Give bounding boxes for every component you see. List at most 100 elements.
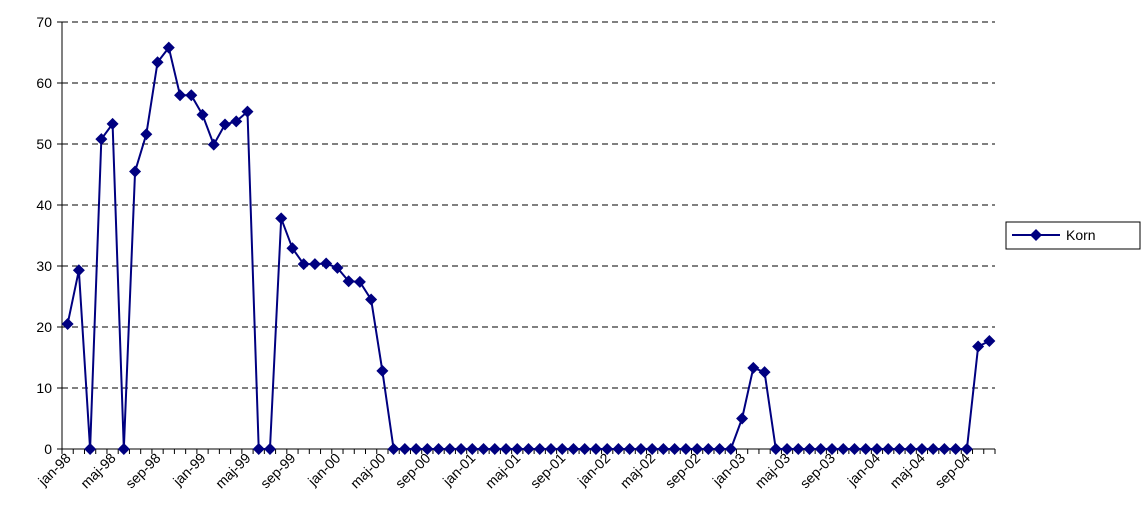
data-point	[758, 366, 771, 379]
data-point	[736, 412, 749, 425]
data-point	[477, 443, 490, 455]
data-point	[803, 443, 816, 455]
data-point	[466, 443, 479, 455]
data-point	[196, 108, 209, 121]
x-tick-label: jan-01	[439, 450, 479, 490]
data-point	[286, 242, 299, 255]
data-point	[207, 138, 220, 151]
data-point	[263, 443, 276, 455]
data-point	[432, 443, 445, 455]
legend-marker	[1030, 229, 1042, 241]
x-tick-label: sep-01	[527, 450, 569, 492]
x-tick-label: jan-98	[34, 450, 74, 490]
x-tick-label: sep-99	[257, 450, 299, 492]
data-point	[95, 133, 108, 146]
series-korn	[61, 41, 996, 455]
x-tick-label: maj-04	[886, 450, 928, 492]
data-point	[972, 340, 985, 353]
x-tick-label: maj-00	[347, 450, 389, 492]
data-point	[904, 443, 917, 455]
data-point	[769, 443, 782, 455]
y-tick-label: 30	[36, 258, 52, 274]
data-point	[870, 443, 883, 455]
data-point	[387, 443, 400, 455]
data-point	[983, 335, 996, 348]
x-tick-labels: jan-98 maj-98 sep-98 jan-99 maj-99 sep-99 jan-…	[34, 450, 973, 492]
y-tick-label: 60	[36, 75, 52, 91]
data-point	[747, 361, 760, 374]
data-point	[522, 443, 535, 455]
data-point	[410, 443, 423, 455]
data-point	[915, 443, 928, 455]
data-point	[185, 89, 198, 102]
x-tick-label: maj-01	[482, 450, 524, 492]
y-tick-labels: 0 10 20 30 40 50 60 70	[36, 14, 52, 457]
x-tick-label: sep-02	[662, 450, 704, 492]
data-point	[398, 443, 411, 455]
data-point	[848, 443, 861, 455]
data-point	[443, 443, 456, 455]
axes	[57, 21, 996, 454]
y-tick-label: 70	[36, 14, 52, 30]
data-point	[218, 118, 231, 131]
data-point	[544, 443, 557, 455]
legend-label: Korn	[1066, 227, 1096, 243]
data-point	[353, 275, 366, 288]
data-point	[129, 165, 142, 178]
x-tick-label: maj-03	[752, 450, 794, 492]
data-point	[275, 212, 288, 225]
x-tick-label: jan-04	[844, 450, 884, 490]
data-point	[949, 443, 962, 455]
data-point	[241, 105, 254, 118]
data-point	[320, 257, 333, 270]
data-point	[826, 443, 839, 455]
data-point	[814, 443, 827, 455]
data-point	[365, 293, 378, 306]
data-point	[230, 115, 243, 128]
data-point	[556, 443, 569, 455]
x-tick-label: maj-98	[77, 450, 119, 492]
data-point	[342, 275, 355, 288]
x-tick-label: sep-98	[122, 450, 164, 492]
x-tick-label: maj-02	[617, 450, 659, 492]
data-point	[634, 443, 647, 455]
x-tick-label: maj-99	[212, 450, 254, 492]
data-point	[162, 41, 175, 54]
data-point	[488, 443, 501, 455]
data-point	[893, 443, 906, 455]
data-point	[691, 443, 704, 455]
data-point	[713, 443, 726, 455]
data-point	[500, 443, 513, 455]
data-point	[297, 258, 310, 271]
legend: Korn	[1005, 221, 1141, 250]
data-point	[72, 264, 85, 277]
y-tick-label: 20	[36, 319, 52, 335]
x-tick-label: sep-03	[797, 450, 839, 492]
x-tick-label: jan-99	[169, 450, 209, 490]
y-tick-label: 50	[36, 136, 52, 152]
data-point	[455, 443, 468, 455]
data-point	[589, 443, 602, 455]
data-point	[511, 443, 524, 455]
data-point	[859, 443, 872, 455]
data-point	[927, 443, 940, 455]
data-point	[724, 443, 737, 455]
data-point	[106, 117, 119, 130]
data-point	[612, 443, 625, 455]
data-point	[252, 443, 265, 455]
data-point	[174, 89, 187, 102]
data-point	[533, 443, 546, 455]
y-tick-label: 0	[44, 441, 52, 457]
data-point	[646, 443, 659, 455]
x-tick-label: jan-02	[574, 450, 614, 490]
data-point	[151, 56, 164, 69]
data-point	[679, 443, 692, 455]
x-tick-label: sep-00	[392, 450, 434, 492]
data-point	[623, 443, 636, 455]
y-tick-label: 10	[36, 380, 52, 396]
data-point	[61, 317, 74, 330]
grid-lines	[62, 21, 995, 389]
data-point	[702, 443, 715, 455]
data-point	[84, 443, 97, 455]
data-point	[117, 443, 130, 455]
